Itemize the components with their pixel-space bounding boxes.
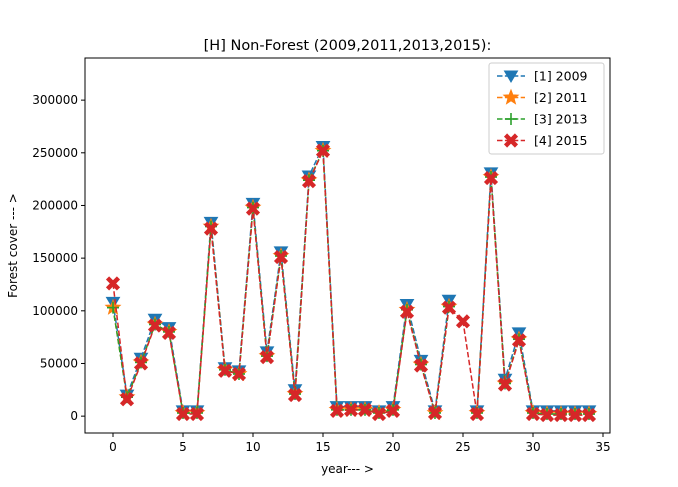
data-point	[525, 406, 541, 422]
x-tick-label: 10	[245, 440, 260, 454]
data-point	[385, 403, 401, 418]
data-point	[231, 366, 247, 382]
data-point	[329, 403, 345, 418]
data-point	[581, 408, 597, 423]
y-tick-label: 50000	[40, 356, 78, 370]
x-axis-label: year--- >	[321, 462, 374, 476]
y-tick-label: 250000	[32, 146, 78, 160]
legend-marker	[502, 88, 520, 105]
data-point	[203, 221, 219, 236]
data-point	[399, 304, 415, 319]
legend-entry: [2] 2011	[497, 88, 588, 105]
plot-frame	[84, 57, 611, 434]
chart-title: [H] Non-Forest (2009,2011,2013,2015):	[204, 38, 492, 54]
data-point	[161, 325, 177, 340]
data-point	[427, 405, 443, 421]
data-point	[511, 333, 527, 348]
x-axis: 0 5 10 15 20 25 30 35	[109, 433, 611, 454]
legend-box	[488, 62, 605, 155]
data-point	[567, 408, 583, 423]
x-tick-label: 30	[525, 440, 540, 454]
x-tick-label: 20	[385, 440, 400, 454]
y-tick-label: 150000	[32, 251, 78, 265]
data-point	[175, 406, 191, 422]
y-tick-label: 200000	[32, 198, 78, 212]
data-point	[497, 377, 513, 392]
data-point	[539, 408, 555, 423]
x-tick-label: 35	[595, 440, 610, 454]
data-point	[273, 250, 289, 265]
legend: [1] 2009 [2] 2011 [3] 2013 [4] 2015	[488, 62, 605, 155]
legend-label: [3] 2013	[534, 112, 588, 127]
data-point	[315, 143, 331, 158]
legend-entry: [4] 2015	[497, 133, 588, 148]
data-point	[189, 406, 205, 422]
series-line	[112, 150, 589, 416]
data-point	[287, 388, 303, 403]
legend-label: [4] 2015	[534, 133, 588, 148]
data-point	[455, 314, 471, 329]
y-axis: 0 50000 100000 150000 200000 250000 300000	[32, 93, 85, 423]
data-point	[259, 350, 275, 365]
data-point	[147, 318, 163, 333]
data-point	[119, 392, 135, 407]
legend-marker	[503, 70, 519, 83]
legend-entry: [3] 2013	[497, 112, 588, 127]
data-point	[357, 402, 373, 417]
x-tick-label: 0	[109, 440, 117, 454]
data-point	[245, 201, 261, 216]
data-point	[217, 363, 233, 378]
y-tick-label: 0	[70, 409, 78, 423]
data-point	[413, 358, 429, 373]
data-point	[371, 406, 387, 422]
legend-label: [2] 2011	[534, 90, 588, 105]
legend-marker	[505, 113, 517, 125]
series-4	[105, 143, 597, 423]
data-point	[133, 356, 149, 371]
data-point	[469, 406, 485, 422]
series-layer	[104, 140, 598, 423]
data-point	[105, 276, 121, 291]
x-tick-label: 5	[179, 440, 187, 454]
y-axis-label: Forest cover --- >	[6, 193, 20, 298]
data-point	[301, 174, 317, 189]
data-point	[441, 300, 457, 315]
legend-label: [1] 2009	[534, 69, 588, 84]
data-point	[107, 301, 119, 314]
data-point	[483, 171, 499, 186]
data-point	[343, 402, 359, 417]
x-tick-label: 15	[315, 440, 330, 454]
x-tick-label: 25	[455, 440, 470, 454]
data-point	[553, 408, 569, 423]
y-tick-label: 300000	[32, 93, 78, 107]
legend-marker	[503, 133, 519, 148]
y-tick-label: 100000	[32, 304, 78, 318]
legend-entry: [1] 2009	[497, 69, 588, 84]
